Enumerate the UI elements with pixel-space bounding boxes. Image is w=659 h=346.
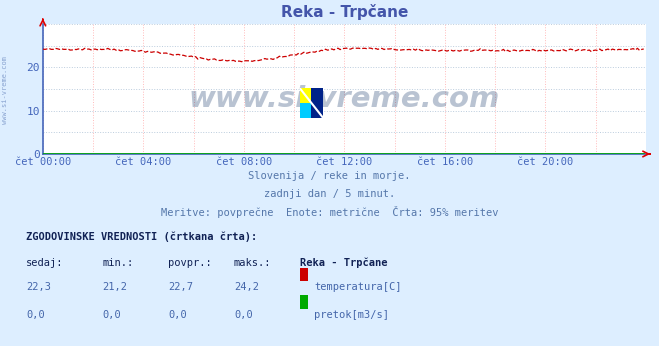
Text: min.:: min.:: [102, 258, 133, 268]
Text: www.si-vreme.com: www.si-vreme.com: [188, 85, 500, 113]
Text: 0,0: 0,0: [234, 310, 252, 320]
Bar: [300, 103, 312, 118]
Text: povpr.:: povpr.:: [168, 258, 212, 268]
Text: 21,2: 21,2: [102, 282, 127, 292]
Text: maks.:: maks.:: [234, 258, 272, 268]
Text: 22,7: 22,7: [168, 282, 193, 292]
Text: temperatura[C]: temperatura[C]: [314, 282, 402, 292]
Text: Meritve: povprečne  Enote: metrične  Črta: 95% meritev: Meritve: povprečne Enote: metrične Črta:…: [161, 206, 498, 218]
Text: ZGODOVINSKE VREDNOSTI (črtkana črta):: ZGODOVINSKE VREDNOSTI (črtkana črta):: [26, 232, 258, 242]
Bar: [300, 295, 308, 309]
Text: 24,2: 24,2: [234, 282, 259, 292]
Text: 0,0: 0,0: [26, 310, 45, 320]
Text: www.si-vreme.com: www.si-vreme.com: [2, 56, 9, 124]
Bar: [312, 88, 323, 118]
Title: Reka - Trpčane: Reka - Trpčane: [281, 4, 408, 20]
Text: 22,3: 22,3: [26, 282, 51, 292]
Text: zadnji dan / 5 minut.: zadnji dan / 5 minut.: [264, 189, 395, 199]
Text: sedaj:: sedaj:: [26, 258, 64, 268]
Text: pretok[m3/s]: pretok[m3/s]: [314, 310, 389, 320]
Text: 0,0: 0,0: [102, 310, 121, 320]
Text: Slovenija / reke in morje.: Slovenija / reke in morje.: [248, 171, 411, 181]
Bar: [300, 267, 308, 281]
Text: 0,0: 0,0: [168, 310, 186, 320]
Text: Reka - Trpčane: Reka - Trpčane: [300, 258, 387, 268]
Bar: [300, 88, 312, 103]
